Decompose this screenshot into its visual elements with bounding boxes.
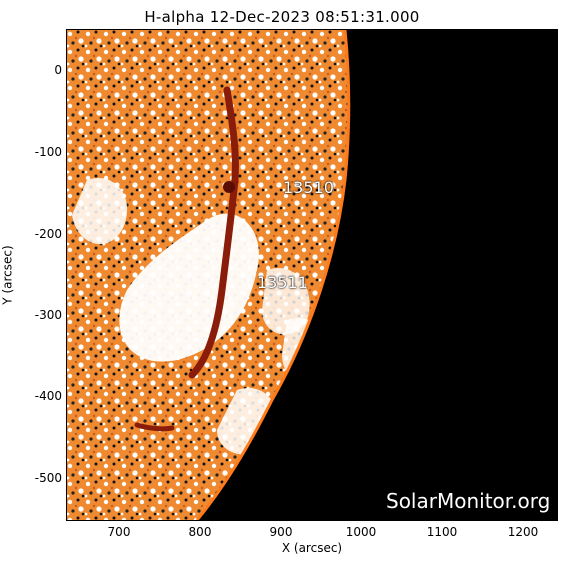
x-tick-label: 800 (188, 525, 212, 539)
y-axis-title: Y (arcsec) (0, 245, 15, 305)
y-tick-label: -300 (34, 308, 62, 322)
y-tick-label: -200 (34, 227, 62, 241)
y-tick-label: -100 (34, 145, 62, 159)
y-tick-label: 0 (54, 63, 62, 77)
solar-limb (195, 30, 351, 520)
plage-patch (72, 178, 128, 245)
filament-small (134, 422, 175, 432)
x-tick-label: 1100 (426, 525, 458, 539)
x-tick-label: 900 (269, 525, 293, 539)
y-tick-label: -400 (34, 389, 62, 403)
filament-knot (223, 181, 235, 193)
image-title: H-alpha 12-Dec-2023 08:51:31.000 (144, 8, 420, 26)
filament (188, 86, 239, 379)
watermark-text: SolarMonitor.org (386, 489, 551, 513)
h-alpha-image (67, 30, 557, 520)
x-tick-label: 1000 (345, 525, 377, 539)
region-label-13510: 13510 (283, 178, 334, 197)
plage-patch (262, 268, 310, 335)
space-beyond-limb (197, 30, 557, 520)
solar-image-plot: 13510 13511 (66, 29, 558, 521)
y-tick-label: -500 (34, 471, 62, 485)
region-label-13511: 13511 (257, 273, 308, 292)
x-axis-title: X (arcsec) (281, 541, 343, 555)
x-tick-label: 700 (107, 525, 131, 539)
x-tick-label: 1200 (507, 525, 539, 539)
